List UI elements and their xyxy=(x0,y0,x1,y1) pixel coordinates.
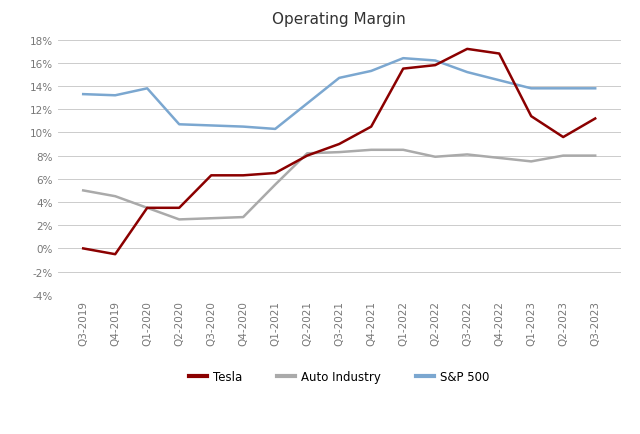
S&P 500 xyxy=(559,86,567,92)
Tesla xyxy=(559,135,567,140)
Tesla xyxy=(143,206,151,211)
Tesla xyxy=(335,142,343,147)
S&P 500 xyxy=(143,86,151,92)
Tesla xyxy=(303,154,311,159)
Auto Industry xyxy=(239,215,247,220)
Auto Industry xyxy=(399,148,407,153)
Tesla xyxy=(367,125,375,130)
Auto Industry xyxy=(527,159,535,164)
S&P 500 xyxy=(367,69,375,74)
Tesla xyxy=(495,52,503,57)
Tesla xyxy=(239,173,247,178)
Auto Industry xyxy=(175,217,183,223)
Tesla xyxy=(527,114,535,119)
Auto Industry xyxy=(559,154,567,159)
S&P 500 xyxy=(399,56,407,62)
S&P 500 xyxy=(111,93,119,99)
Auto Industry xyxy=(463,152,471,158)
S&P 500 xyxy=(495,79,503,84)
Tesla xyxy=(79,246,87,251)
S&P 500 xyxy=(207,124,215,129)
Tesla xyxy=(431,63,439,69)
Title: Operating Margin: Operating Margin xyxy=(273,12,406,26)
Auto Industry xyxy=(143,206,151,211)
Legend: Tesla, Auto Industry, S&P 500: Tesla, Auto Industry, S&P 500 xyxy=(184,366,494,388)
Tesla xyxy=(175,206,183,211)
Auto Industry xyxy=(79,188,87,194)
Tesla xyxy=(399,67,407,72)
Tesla xyxy=(271,171,279,176)
Auto Industry xyxy=(303,151,311,157)
Tesla xyxy=(207,173,215,178)
Auto Industry xyxy=(431,155,439,160)
S&P 500 xyxy=(335,76,343,81)
S&P 500 xyxy=(271,127,279,132)
S&P 500 xyxy=(239,125,247,130)
Line: S&P 500: S&P 500 xyxy=(83,59,595,130)
Auto Industry xyxy=(591,154,599,159)
Auto Industry xyxy=(271,183,279,188)
S&P 500 xyxy=(591,86,599,92)
Tesla xyxy=(463,47,471,53)
S&P 500 xyxy=(463,70,471,76)
S&P 500 xyxy=(527,86,535,92)
S&P 500 xyxy=(79,92,87,98)
Tesla xyxy=(111,252,119,257)
S&P 500 xyxy=(431,59,439,64)
Auto Industry xyxy=(335,150,343,155)
Auto Industry xyxy=(495,156,503,161)
Line: Auto Industry: Auto Industry xyxy=(83,151,595,220)
Auto Industry xyxy=(111,194,119,199)
Line: Tesla: Tesla xyxy=(83,50,595,255)
Auto Industry xyxy=(207,216,215,221)
Auto Industry xyxy=(367,148,375,153)
Tesla xyxy=(591,117,599,122)
S&P 500 xyxy=(303,102,311,107)
S&P 500 xyxy=(175,122,183,128)
